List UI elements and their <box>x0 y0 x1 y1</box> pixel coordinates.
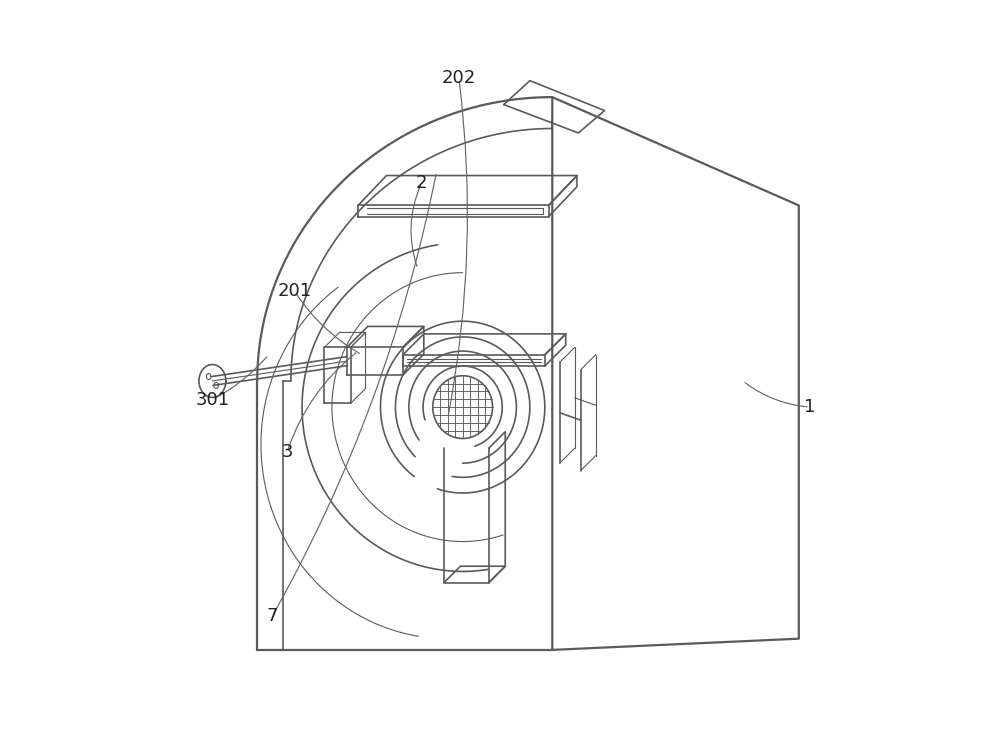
Text: 1: 1 <box>804 398 816 416</box>
Text: 202: 202 <box>442 69 476 87</box>
Text: 2: 2 <box>416 174 427 192</box>
Text: 7: 7 <box>266 607 278 625</box>
Text: 201: 201 <box>278 282 312 300</box>
Text: 3: 3 <box>281 443 293 461</box>
Text: 301: 301 <box>195 391 229 409</box>
